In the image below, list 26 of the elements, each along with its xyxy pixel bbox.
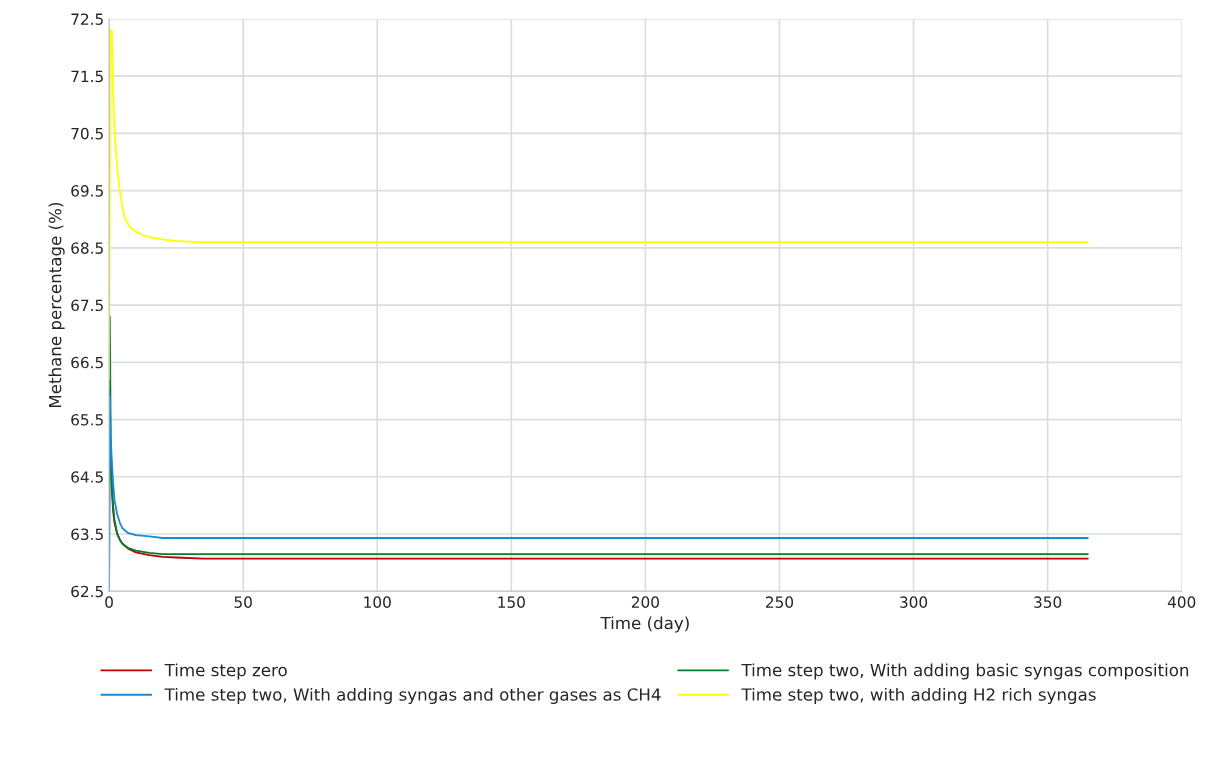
y-tick-label: 72.5 [71, 13, 103, 25]
x-axis-title: Time (day) [600, 616, 689, 633]
x-tick-label: 350 [1034, 596, 1062, 608]
y-tick-label: 70.5 [71, 127, 103, 140]
x-tick-label: 50 [234, 596, 252, 608]
x-tick-label: 300 [900, 596, 928, 608]
x-tick-label: 200 [631, 596, 659, 608]
y-tick-label: 71.5 [71, 70, 103, 83]
x-tick-label: 0 [105, 596, 113, 608]
legend-label: Time step two, With adding syngas and other gases as CH4 [164, 687, 661, 705]
y-tick-label: 69.5 [71, 185, 103, 197]
x-tick-label: 150 [498, 596, 525, 608]
y-tick-label: 64.5 [71, 471, 103, 483]
y-axis-title: Methane percentage (%) [48, 202, 65, 407]
legend-label: Time step zero [164, 663, 287, 680]
y-tick-label: 63.5 [71, 528, 103, 541]
y-tick-label: 65.5 [71, 414, 103, 426]
x-tick-label: 400 [1167, 596, 1196, 608]
x-tick-label: 250 [766, 596, 794, 608]
y-tick-label: 68.5 [71, 242, 103, 254]
legend-label: Time step two, with adding H2 rich syngas [741, 687, 1096, 705]
x-tick-label: 100 [364, 596, 391, 608]
y-tick-label: 66.5 [71, 356, 103, 369]
y-tick-label: 67.5 [71, 299, 103, 312]
y-tick-label: 62.5 [71, 585, 103, 598]
legend-label: Time step two, With adding basic syngas composition [741, 663, 1189, 680]
